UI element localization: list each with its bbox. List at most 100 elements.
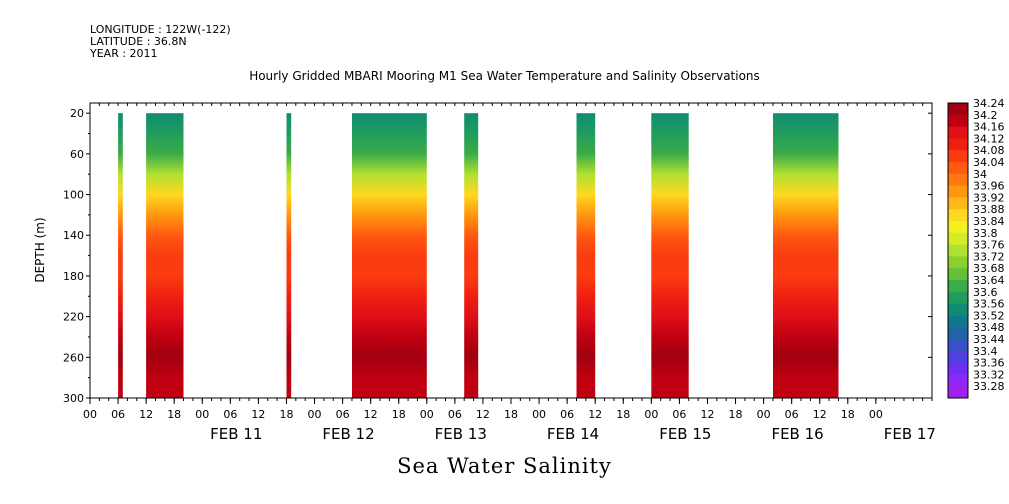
colorbar-label: 33.76 [973,239,1005,252]
data-segment [146,113,184,398]
colorbar-swatch [948,173,968,187]
data-segment [464,113,479,398]
y-tick-label: 300 [63,392,84,405]
x-day-label: FEB 11 [210,425,262,443]
colorbar-label: 33.8 [973,227,998,240]
colorbar-frame [947,102,969,399]
colorbar-label: 33.4 [973,345,998,358]
x-tick-label: 18 [392,408,406,421]
colorbar-label: 33.44 [973,333,1005,346]
colorbar-swatch [948,150,968,163]
y-tick-label: 260 [63,351,84,364]
x-tick-label: 06 [560,408,574,421]
x-tick-label: 00 [644,408,658,421]
data-segment [118,113,123,398]
x-tick-label: 12 [700,408,714,421]
x-tick-label: 12 [364,408,378,421]
x-day-label: FEB 13 [435,425,487,443]
x-day-label: FEB 12 [322,425,374,443]
colorbar-swatch [948,185,968,198]
colorbar-label: 33.6 [973,286,998,299]
x-day-label: FEB 14 [547,425,599,443]
colorbar-swatch [948,162,968,175]
colorbar-label: 33.84 [973,215,1005,228]
x-tick-label: 12 [139,408,153,421]
y-tick-label: 20 [70,107,84,120]
colorbar-swatch [948,256,968,269]
y-tick-label: 140 [63,229,84,242]
x-tick-label: 00 [195,408,209,421]
x-tick-label: 18 [616,408,630,421]
x-day-label: FEB 16 [771,425,823,443]
x-day-label: FEB 15 [659,425,711,443]
x-tick-label: 18 [841,408,855,421]
colorbar-swatch [948,303,968,316]
x-tick-label: 00 [420,408,434,421]
data-segment [352,113,427,398]
x-tick-label: 06 [448,408,462,421]
x-tick-label: 06 [785,408,799,421]
x-tick-label: 06 [336,408,350,421]
colorbar-swatch [948,362,968,375]
colorbar-swatch [948,327,968,340]
colorbar-label: 33.32 [973,368,1005,381]
y-axis-ticks: 20 60 100 140 180 220 260 300 [63,107,932,405]
colorbar-swatch [948,221,968,234]
x-tick-label: 00 [83,408,97,421]
x-tick-label: 12 [251,408,265,421]
colorbar-swatch [948,209,968,222]
x-day-label: FEB 17 [884,425,936,443]
plot-frame [89,102,933,399]
y-tick-label: 100 [63,189,84,202]
colorbar-swatch [948,268,968,281]
x-tick-label: 06 [223,408,237,421]
x-tick-label: 18 [279,408,293,421]
colorbar-swatch [948,138,968,151]
year-label: YEAR : 2011 [90,47,158,60]
colorbar-swatch [948,103,968,116]
latitude-label: LATITUDE : 36.8N [90,35,187,48]
colorbar-swatch [948,339,968,352]
x-tick-label: 06 [672,408,686,421]
colorbar-swatch [948,386,968,399]
colorbar-swatch [948,280,968,293]
colorbar-label: 33.68 [973,262,1005,275]
x-tick-label: 00 [757,408,771,421]
chart-title: Hourly Gridded MBARI Mooring M1 Sea Wate… [249,69,760,83]
x-axis-ticks: 00 06 12 18 00 06 12 18 00 06 12 18 00 06 12 18 00 06 12 18… [83,398,936,443]
data-segment [651,113,689,398]
colorbar-label: 34.04 [973,156,1005,169]
colorbar-swatch [948,197,968,210]
data-segment [773,113,839,398]
colorbar-label: 34.16 [973,121,1005,134]
colorbar-label: 33.48 [973,321,1005,334]
x-tick-label: 00 [869,408,883,421]
colorbar-swatch [948,114,968,128]
colorbar: 34.2434.234.1634.1234.0834.043433.9633.9… [948,97,1005,399]
colorbar-label: 33.96 [973,180,1005,193]
colorbar-swatch [948,244,968,257]
colorbar-swatch [948,232,968,246]
x-tick-label: 18 [504,408,518,421]
x-tick-label: 06 [111,408,125,421]
longitude-label: LONGITUDE : 122W(-122) [90,23,231,36]
colorbar-label: 34.2 [973,109,998,122]
data-segment [286,113,292,398]
colorbar-label: 33.72 [973,250,1005,263]
data-segments [118,113,839,398]
x-tick-label: 12 [813,408,827,421]
x-tick-label: 00 [308,408,322,421]
colorbar-label: 33.36 [973,357,1005,370]
x-tick-label: 12 [588,408,602,421]
y-axis-label: DEPTH (m) [33,217,47,282]
colorbar-label: 33.92 [973,191,1005,204]
x-tick-label: 00 [532,408,546,421]
colorbar-label: 33.64 [973,274,1005,287]
variable-title: Sea Water Salinity [397,454,612,478]
colorbar-label: 33.56 [973,298,1005,311]
colorbar-swatch [948,350,968,364]
colorbar-label: 33.52 [973,309,1005,322]
y-tick-label: 180 [63,270,84,283]
colorbar-label: 34.08 [973,144,1005,157]
